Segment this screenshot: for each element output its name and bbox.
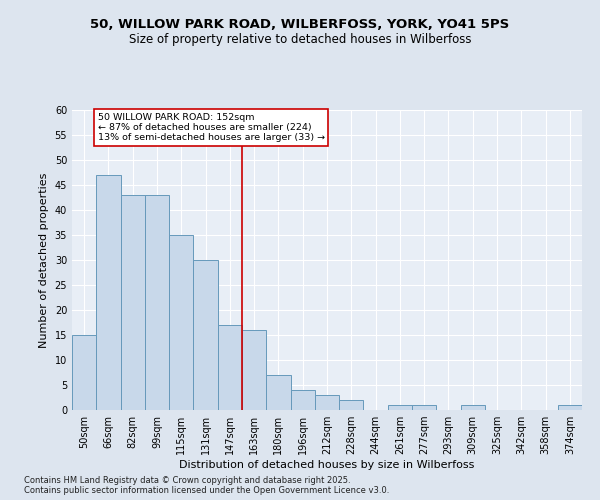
Text: Size of property relative to detached houses in Wilberfoss: Size of property relative to detached ho… <box>129 32 471 46</box>
Text: 50 WILLOW PARK ROAD: 152sqm
← 87% of detached houses are smaller (224)
13% of se: 50 WILLOW PARK ROAD: 152sqm ← 87% of det… <box>97 112 325 142</box>
Text: Contains HM Land Registry data © Crown copyright and database right 2025.
Contai: Contains HM Land Registry data © Crown c… <box>24 476 389 495</box>
Bar <box>558 405 582 410</box>
Bar <box>315 395 339 410</box>
Bar <box>242 330 266 410</box>
Bar <box>96 175 121 410</box>
X-axis label: Distribution of detached houses by size in Wilberfoss: Distribution of detached houses by size … <box>179 460 475 470</box>
Bar <box>193 260 218 410</box>
Bar <box>218 325 242 410</box>
Bar <box>145 195 169 410</box>
Bar <box>121 195 145 410</box>
Bar <box>388 405 412 410</box>
Bar <box>461 405 485 410</box>
Bar <box>290 390 315 410</box>
Text: 50, WILLOW PARK ROAD, WILBERFOSS, YORK, YO41 5PS: 50, WILLOW PARK ROAD, WILBERFOSS, YORK, … <box>91 18 509 30</box>
Bar <box>72 335 96 410</box>
Bar <box>266 375 290 410</box>
Bar <box>169 235 193 410</box>
Bar <box>412 405 436 410</box>
Bar <box>339 400 364 410</box>
Y-axis label: Number of detached properties: Number of detached properties <box>39 172 49 348</box>
